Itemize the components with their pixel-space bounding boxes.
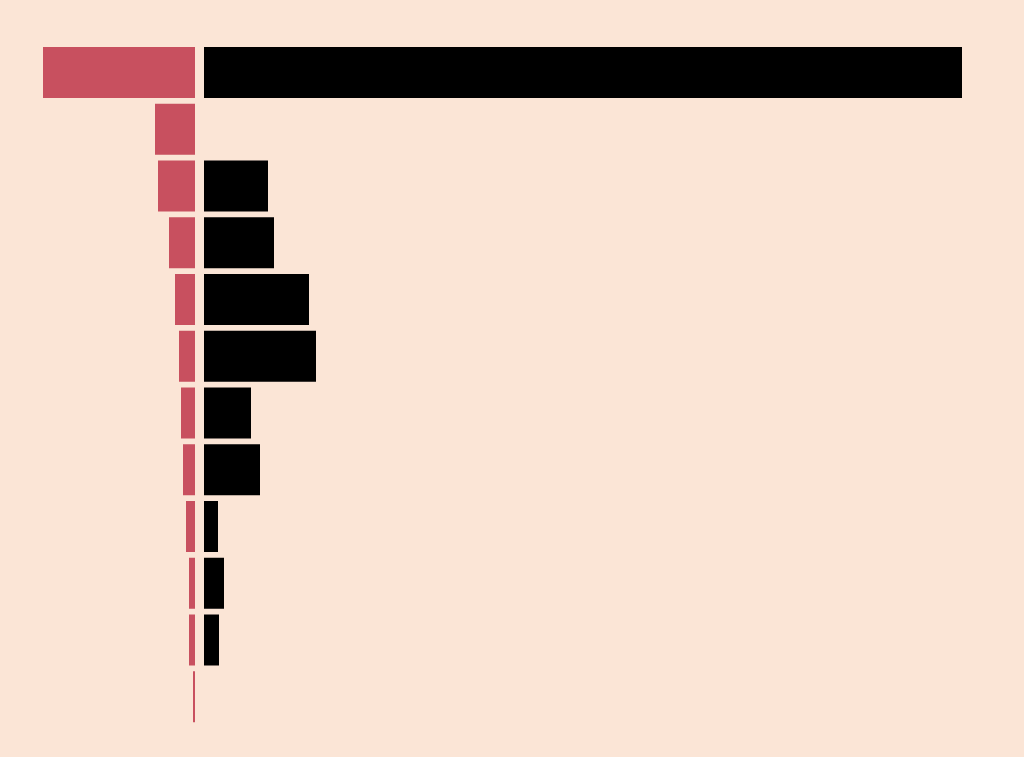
- right-bar: [204, 330, 316, 382]
- left-bar: [186, 501, 195, 552]
- left-bar: [183, 444, 195, 496]
- left-bar: [155, 103, 195, 155]
- left-bar: [175, 274, 195, 325]
- left-bar: [158, 160, 195, 212]
- left-bar: [169, 217, 195, 269]
- left-bar: [189, 614, 195, 666]
- right-bar: [204, 217, 274, 269]
- right-bar: [204, 47, 962, 98]
- right-bar: [204, 387, 251, 439]
- right-bar: [204, 160, 268, 212]
- right-bar: [204, 274, 309, 325]
- left-bar: [181, 387, 195, 439]
- left-bar: [43, 47, 195, 98]
- right-bar: [204, 444, 260, 496]
- left-bar: [179, 330, 195, 382]
- right-bar: [204, 557, 224, 609]
- left-bar: [193, 671, 195, 723]
- right-bar: [204, 501, 218, 552]
- right-bar: [204, 614, 219, 666]
- left-bar: [189, 557, 195, 609]
